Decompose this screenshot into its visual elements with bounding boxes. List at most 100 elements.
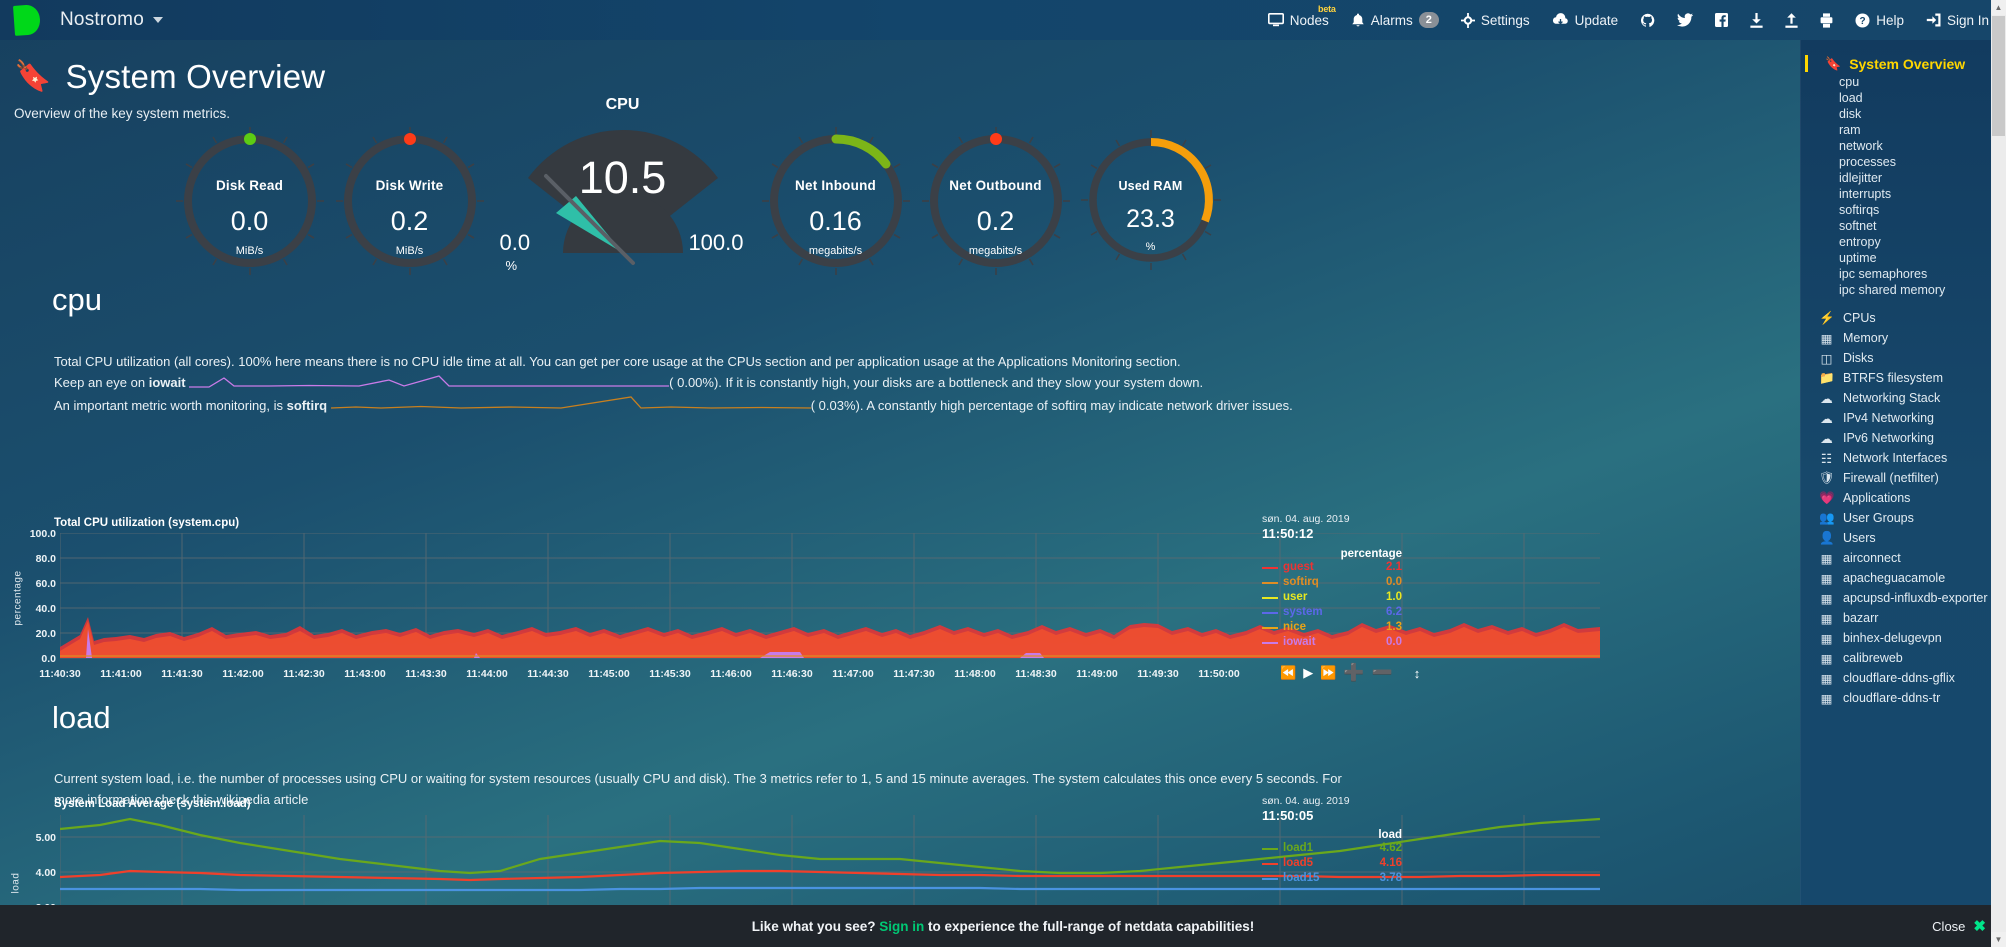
chevron-down-icon[interactable]	[152, 17, 163, 23]
sidebar-subitem-entropy[interactable]: entropy	[1839, 235, 1881, 249]
nav-update[interactable]: Update	[1541, 0, 1630, 40]
cpu-legend-nice[interactable]: nice 1.3	[1262, 620, 1402, 635]
play-icon[interactable]: ▶	[1303, 665, 1314, 680]
cpu-chart-toolbar[interactable]: ⏪ ▶ ⏩ ➕ ➖ ↕	[1280, 663, 1420, 683]
sidebar-subitem-network[interactable]: network	[1839, 139, 1883, 153]
gauge-used-ram-arc	[1150, 137, 1213, 222]
nav-export[interactable]	[1774, 0, 1809, 40]
sidebar-item-ipv4-networking[interactable]: ☁ IPv4 Networking	[1801, 408, 2006, 428]
scroll-down-arrow[interactable]: ▼	[1991, 932, 2006, 947]
cpu-xtick-6: 11:43:30	[405, 668, 447, 680]
sidebar-subitem-load[interactable]: load	[1839, 91, 1863, 105]
cpu-legend-user[interactable]: user 1.0	[1262, 590, 1402, 605]
nav-alarms[interactable]: Alarms 2	[1340, 0, 1450, 40]
banner-close-button[interactable]: Close ✖	[1932, 917, 1986, 935]
sidebar-subitem-interrupts[interactable]: interrupts	[1839, 187, 1892, 201]
cpu-legend-unit: percentage	[1340, 548, 1402, 560]
brand-name[interactable]: Nostromo	[60, 9, 144, 30]
th-icon: ▦	[1820, 571, 1833, 586]
sidebar-subitem-softirqs[interactable]: softirqs	[1839, 203, 1880, 217]
sidebar-subitem-processes[interactable]: processes	[1839, 155, 1896, 169]
nav-sign-in[interactable]: Sign In	[1915, 0, 2000, 40]
load15-line	[60, 886, 1600, 892]
sidebar-item-binhex-delugevpn[interactable]: ▦ binhex-delugevpn	[1801, 628, 2006, 648]
cpu-legend-guest[interactable]: guest 2.1	[1262, 560, 1402, 575]
close-icon[interactable]: ✖	[1973, 918, 1986, 935]
sidebar-subitem-ipc-semaphores[interactable]: ipc semaphores	[1839, 267, 1928, 281]
sidebar-item-firewall[interactable]: 🛡 Firewall (netfilter)	[1801, 468, 2006, 488]
cpu-legend-iowait[interactable]: iowait 0.0	[1262, 635, 1402, 650]
window-scrollbar[interactable]: ▲ ▼	[1991, 0, 2006, 947]
sidebar-item-system-overview[interactable]: 🔖 System Overview	[1801, 54, 2006, 74]
sidebar-item-cloudflare-ddns-tr[interactable]: ▦ cloudflare-ddns-tr	[1801, 688, 2006, 708]
section-load-desc-1: Current system load, i.e. the number of …	[54, 771, 1342, 807]
gauge-disk-write[interactable]: Disk Write 0.2 MiB/s	[330, 121, 490, 281]
gauge-cpu[interactable]: CPU 10.5 0.0 100.0 %	[498, 96, 748, 283]
nav-github[interactable]	[1629, 0, 1666, 40]
sidebar-item-applications[interactable]: 💗 Applications	[1801, 488, 2006, 508]
nav-nodes[interactable]: Nodes beta	[1257, 0, 1340, 40]
scroll-up-arrow[interactable]: ▲	[1991, 0, 2006, 15]
sidebar-subitem-softnet[interactable]: softnet	[1839, 219, 1877, 233]
sidebar-item-ipv6-networking[interactable]: ☁ IPv6 Networking	[1801, 428, 2006, 448]
cpu-chart[interactable]: percentage 100.0 80.0 60.0 40.0 20.0 0.0…	[0, 528, 1600, 682]
shield-icon: 🛡	[1819, 470, 1835, 485]
sidebar-item-label: Firewall (netfilter)	[1843, 470, 1939, 485]
nav-print[interactable]	[1809, 0, 1844, 40]
gauge-net-outbound[interactable]: Net Outbound 0.2 megabits/s	[916, 121, 1076, 281]
forward-icon[interactable]: ⏩	[1320, 665, 1337, 680]
zoom-in-icon[interactable]: ➕	[1343, 663, 1365, 682]
nav-settings[interactable]: Settings	[1450, 0, 1541, 40]
sidebar-item-cpus[interactable]: ⚡ CPUs	[1801, 308, 2006, 328]
sidebar-subitem-idlejitter[interactable]: idlejitter	[1839, 171, 1883, 185]
nav-help[interactable]: ? Help	[1844, 0, 1915, 40]
sidebar-item-disks[interactable]: ◫ Disks	[1801, 348, 2006, 368]
load-legend-load15[interactable]: load15 3.78	[1262, 871, 1402, 886]
rewind-icon[interactable]: ⏪	[1280, 665, 1297, 680]
nav-twitter[interactable]	[1666, 0, 1704, 40]
resize-icon[interactable]: ↕	[1413, 665, 1421, 681]
sidebar-item-apcupsd-influxdb-exporter[interactable]: ▦ apcupsd-influxdb-exporter	[1801, 588, 2006, 608]
import-icon	[1750, 12, 1763, 28]
banner-suffix: to experience the full-range of netdata …	[924, 918, 1255, 934]
sidebar-item-user-groups[interactable]: 👥 User Groups	[1801, 508, 2006, 528]
gauge-net-inbound[interactable]: Net Inbound 0.16 megabits/s	[756, 121, 916, 281]
sidebar-item-cloudflare-ddns-gflix[interactable]: ▦ cloudflare-ddns-gflix	[1801, 668, 2006, 688]
legend-swatch	[1262, 641, 1278, 644]
sidebar-subitem-ipc-shared-memory[interactable]: ipc shared memory	[1839, 283, 1946, 297]
nav-sign-in-label: Sign In	[1946, 12, 1989, 28]
window-scrollbar-thumb[interactable]	[1992, 16, 2005, 136]
sidebar-item-users[interactable]: 👤 Users	[1801, 528, 2006, 548]
nav-import[interactable]	[1739, 0, 1774, 40]
gauge-cpu-title: CPU	[605, 96, 640, 113]
gauge-used-ram[interactable]: Used RAM 23.3 %	[1076, 125, 1226, 277]
nav-facebook[interactable]	[1704, 0, 1739, 40]
brand-area[interactable]: Nostromo	[0, 4, 163, 36]
softirq-sparkline	[330, 395, 811, 417]
sidebar-item-airconnect[interactable]: ▦ airconnect	[1801, 548, 2006, 568]
load-legend-load5[interactable]: load5 4.16	[1262, 856, 1402, 871]
sidebar-item-network-interfaces[interactable]: ☷ Network Interfaces	[1801, 448, 2006, 468]
sidebar-item-networking-stack[interactable]: ☁ Networking Stack	[1801, 388, 2006, 408]
alarm-count-badge: 2	[1418, 12, 1439, 28]
banner-signin-link[interactable]: Sign in	[879, 918, 925, 934]
sidebar-item-bazarr[interactable]: ▦ bazarr	[1801, 608, 2006, 628]
gauge-net-outbound-title: Net Outbound	[949, 177, 1042, 193]
legend-swatch	[1262, 877, 1278, 880]
sidebar-subitem-uptime[interactable]: uptime	[1839, 251, 1877, 265]
cpu-legend-system[interactable]: system 6.2	[1262, 605, 1402, 620]
zoom-out-icon[interactable]: ➖	[1371, 663, 1393, 682]
banner-message: Like what you see? Sign in to experience…	[752, 919, 1255, 934]
cpu-legend-softirq[interactable]: softirq 0.0	[1262, 575, 1402, 590]
sidebar-subitem-cpu[interactable]: cpu	[1839, 75, 1860, 89]
sidebar-item-calibreweb[interactable]: ▦ calibreweb	[1801, 648, 2006, 668]
section-cpu-title: cpu	[52, 282, 102, 317]
sidebar-item-memory[interactable]: ▦ Memory	[1801, 328, 2006, 348]
gauge-disk-read[interactable]: Disk Read 0.0 MiB/s	[170, 121, 330, 281]
sidebar-item-apacheguacamole[interactable]: ▦ apacheguacamole	[1801, 568, 2006, 588]
sidebar-item-btrfs-filesystem[interactable]: 📁 BTRFS filesystem	[1801, 368, 2006, 388]
sidebar-subitem-ram[interactable]: ram	[1839, 123, 1861, 137]
load-legend-load1[interactable]: load1 4.62	[1262, 841, 1402, 856]
th-icon: ▦	[1820, 691, 1833, 706]
sidebar-subitem-disk[interactable]: disk	[1839, 107, 1862, 121]
